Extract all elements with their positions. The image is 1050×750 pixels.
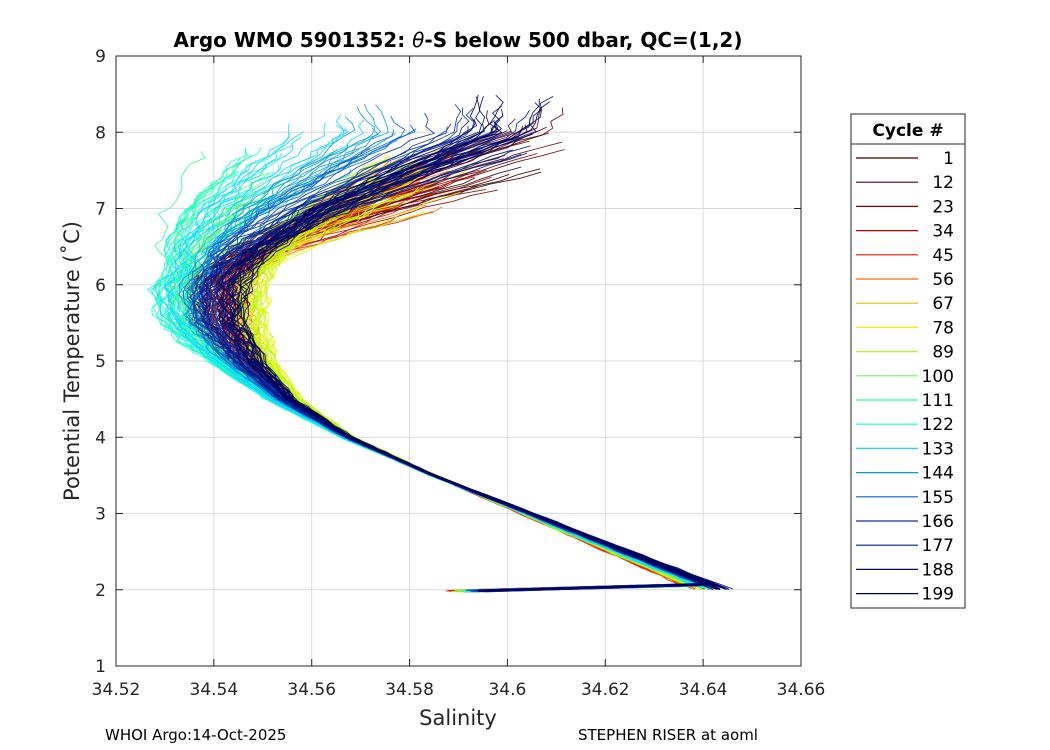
legend-label: 56 — [932, 270, 954, 290]
legend-label: 1 — [943, 149, 954, 169]
y-tick-label: 5 — [95, 352, 106, 372]
x-tick-label: 34.64 — [679, 680, 728, 700]
y-tick-label: 9 — [95, 47, 106, 67]
legend-label: 144 — [922, 464, 954, 484]
legend-label: 45 — [932, 246, 954, 266]
y-tick-label: 6 — [95, 276, 106, 296]
x-axis-title: Salinity — [419, 706, 497, 730]
x-tick-label: 34.58 — [385, 680, 434, 700]
legend-label: 89 — [932, 343, 954, 363]
x-tick-label: 34.54 — [190, 680, 239, 700]
legend-label: 12 — [932, 173, 954, 193]
legend-label: 155 — [922, 488, 954, 508]
y-axis-ticks: 1 2 3 4 5 6 7 8 9 — [95, 47, 801, 677]
y-tick-label: 7 — [95, 200, 106, 220]
profile-line-cycle-199 — [231, 121, 724, 589]
legend-label: 188 — [922, 560, 954, 580]
legend-label: 199 — [922, 585, 954, 605]
legend-box — [850, 113, 966, 609]
footer-left-text: WHOI Argo:14-Oct-2025 — [105, 726, 286, 744]
y-tick-label: 1 — [95, 657, 106, 677]
y-tick-label: 2 — [95, 581, 106, 601]
chart-title: Argo WMO 5901352: θ-S below 500 dbar, QC… — [174, 28, 743, 52]
footer-right-text: STEPHEN RISER at aoml — [578, 726, 758, 744]
legend-label: 34 — [932, 222, 954, 242]
legend-label: 23 — [932, 197, 954, 217]
legend-label: 177 — [922, 536, 954, 556]
legend-label: 78 — [932, 318, 954, 338]
legend: Cycle # 1 12 23 34 45 56 67 78 89 100 111 122 133 144… — [850, 113, 966, 609]
legend-label: 122 — [922, 415, 954, 435]
profile-curves — [146, 94, 734, 593]
legend-label: 166 — [922, 512, 954, 532]
legend-title: Cycle # — [872, 121, 943, 141]
legend-label: 111 — [922, 391, 954, 411]
x-tick-label: 34.66 — [777, 680, 826, 700]
profile-line-cycle-199 — [242, 133, 717, 592]
profile-line-cycle-199 — [233, 140, 712, 587]
x-tick-label: 34.52 — [92, 680, 141, 700]
x-axis-ticks: 34.52 34.54 34.56 34.58 34.6 34.62 34.64 34.66 — [92, 56, 826, 700]
x-tick-label: 34.56 — [287, 680, 336, 700]
profile-line-cycle-199 — [216, 110, 720, 590]
x-tick-label: 34.62 — [581, 680, 630, 700]
y-axis-title: Potential Temperature (˚C) — [60, 221, 84, 501]
y-tick-label: 3 — [95, 505, 106, 525]
x-tick-label: 34.6 — [488, 680, 526, 700]
y-tick-label: 4 — [95, 428, 106, 448]
legend-label: 67 — [932, 294, 954, 314]
legend-label: 100 — [922, 367, 954, 387]
profile-line-cycle-199 — [230, 101, 722, 589]
legend-items: 1 12 23 34 45 56 67 78 89 100 111 122 133 144 155 166 17… — [856, 149, 954, 605]
y-tick-label: 8 — [95, 123, 106, 143]
legend-label: 133 — [922, 439, 954, 459]
